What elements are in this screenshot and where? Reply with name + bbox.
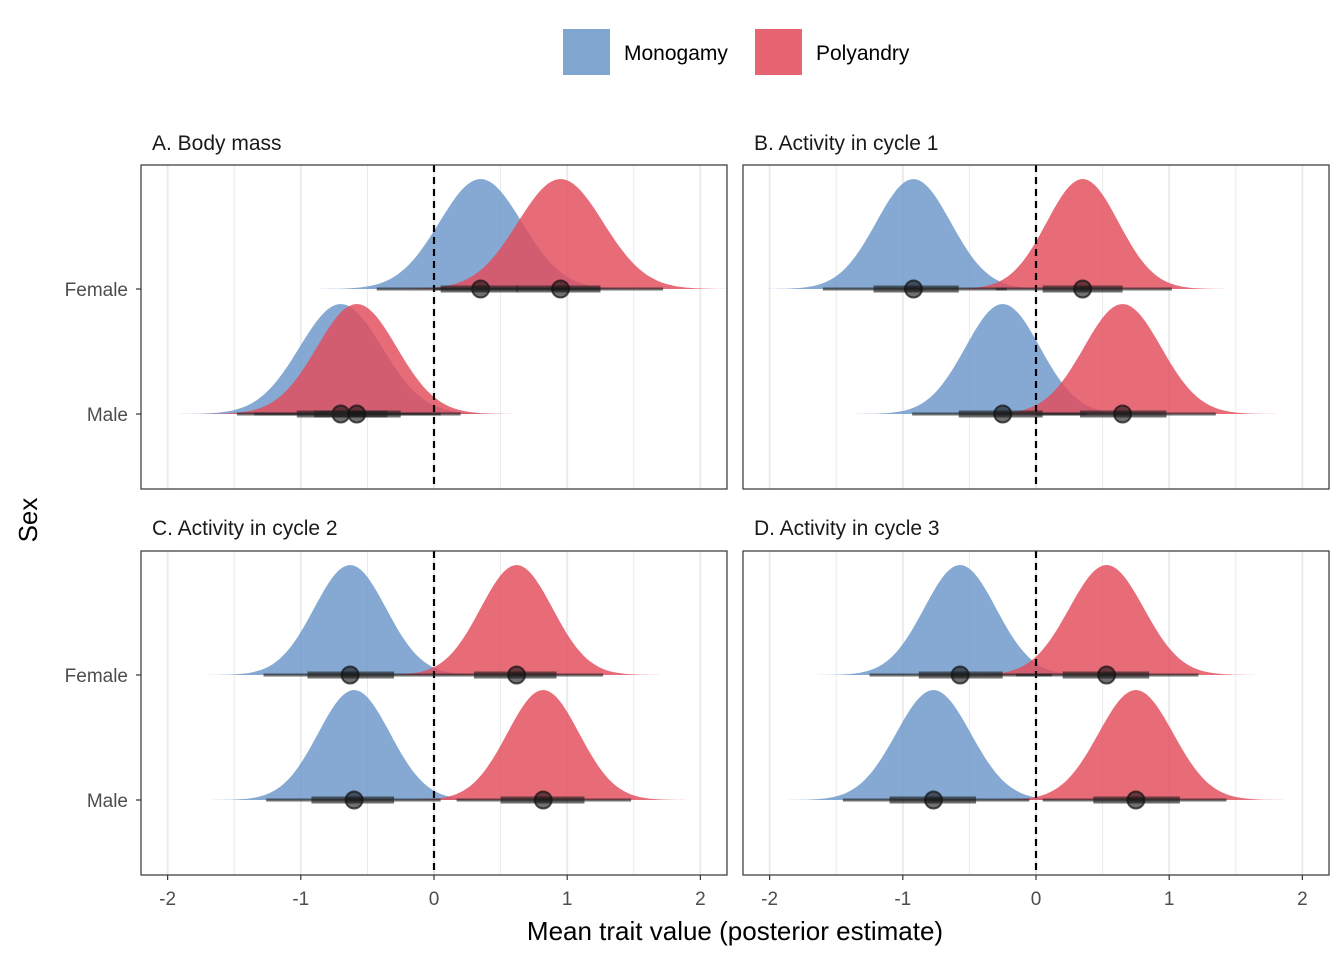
density-polyandry-female xyxy=(141,179,727,289)
density-monogamy-male xyxy=(141,304,727,414)
facet-title: A. Body mass xyxy=(152,132,282,155)
point-median-polyandry-female xyxy=(1097,665,1117,685)
panel-border xyxy=(140,164,728,490)
legend-label-monogamy: Monogamy xyxy=(624,42,728,65)
x-tick-label: -1 xyxy=(292,889,309,910)
facet-title: D. Activity in cycle 3 xyxy=(754,517,940,540)
facet-title: B. Activity in cycle 1 xyxy=(754,132,938,155)
x-tick-label: -2 xyxy=(761,889,778,910)
legend-swatch-polyandry xyxy=(755,29,802,75)
point-median-polyandry-female xyxy=(507,665,527,685)
point-median-monogamy-male xyxy=(923,790,943,810)
x-tick-label: -1 xyxy=(894,889,911,910)
point-median-polyandry-female xyxy=(1073,279,1093,299)
point-median-polyandry-male xyxy=(347,404,367,424)
point-median-polyandry-male xyxy=(1126,790,1146,810)
panel-border xyxy=(742,164,1330,490)
point-median-monogamy-female xyxy=(950,665,970,685)
density-monogamy-female xyxy=(141,179,727,289)
x-tick-label: 1 xyxy=(562,889,573,910)
y-tick-label: Male xyxy=(87,405,128,426)
panel-b: B. Activity in cycle 1 xyxy=(742,132,1330,490)
density-polyandry-male xyxy=(743,690,1329,800)
point-median-monogamy-male xyxy=(993,404,1013,424)
x-tick-label: 0 xyxy=(1031,889,1042,910)
y-axis-title: Sex xyxy=(13,498,43,543)
point-median-monogamy-female xyxy=(903,279,923,299)
y-tick-label: Male xyxy=(87,791,128,812)
point-median-monogamy-male xyxy=(344,790,364,810)
panel-d: D. Activity in cycle 3 -2 -1 0 1 2 xyxy=(742,517,1330,910)
legend-label-polyandry: Polyandry xyxy=(816,42,910,65)
legend-swatch-monogamy xyxy=(563,29,610,75)
y-tick-label: Female xyxy=(65,666,128,687)
point-median-polyandry-male xyxy=(1113,404,1133,424)
density-polyandry-male xyxy=(141,690,727,800)
point-median-polyandry-female xyxy=(551,279,571,299)
x-tick-label: -2 xyxy=(159,889,176,910)
panel-a: A. Body mass Female Male xyxy=(65,132,728,490)
point-median-polyandry-male xyxy=(533,790,553,810)
density-polyandry-male xyxy=(743,304,1329,414)
density-monogamy-female xyxy=(743,179,1329,289)
x-tick-label: 1 xyxy=(1164,889,1175,910)
point-median-monogamy-female xyxy=(340,665,360,685)
y-tick-label: Female xyxy=(65,280,128,301)
facet-title: C. Activity in cycle 2 xyxy=(152,517,338,540)
panel-c: C. Activity in cycle 2 Female Male -2 -1 0 1 2 xyxy=(65,517,728,910)
density-monogamy-male xyxy=(743,690,1329,800)
x-tick-label: 2 xyxy=(1297,889,1308,910)
x-tick-label: 0 xyxy=(429,889,440,910)
x-tick-label: 2 xyxy=(695,889,706,910)
x-axis-title: Mean trait value (posterior estimate) xyxy=(527,916,943,946)
legend: Monogamy Polyandry xyxy=(563,29,910,75)
facet-panels: A. Body mass Female Male B. Activity in cyc… xyxy=(65,132,1330,910)
